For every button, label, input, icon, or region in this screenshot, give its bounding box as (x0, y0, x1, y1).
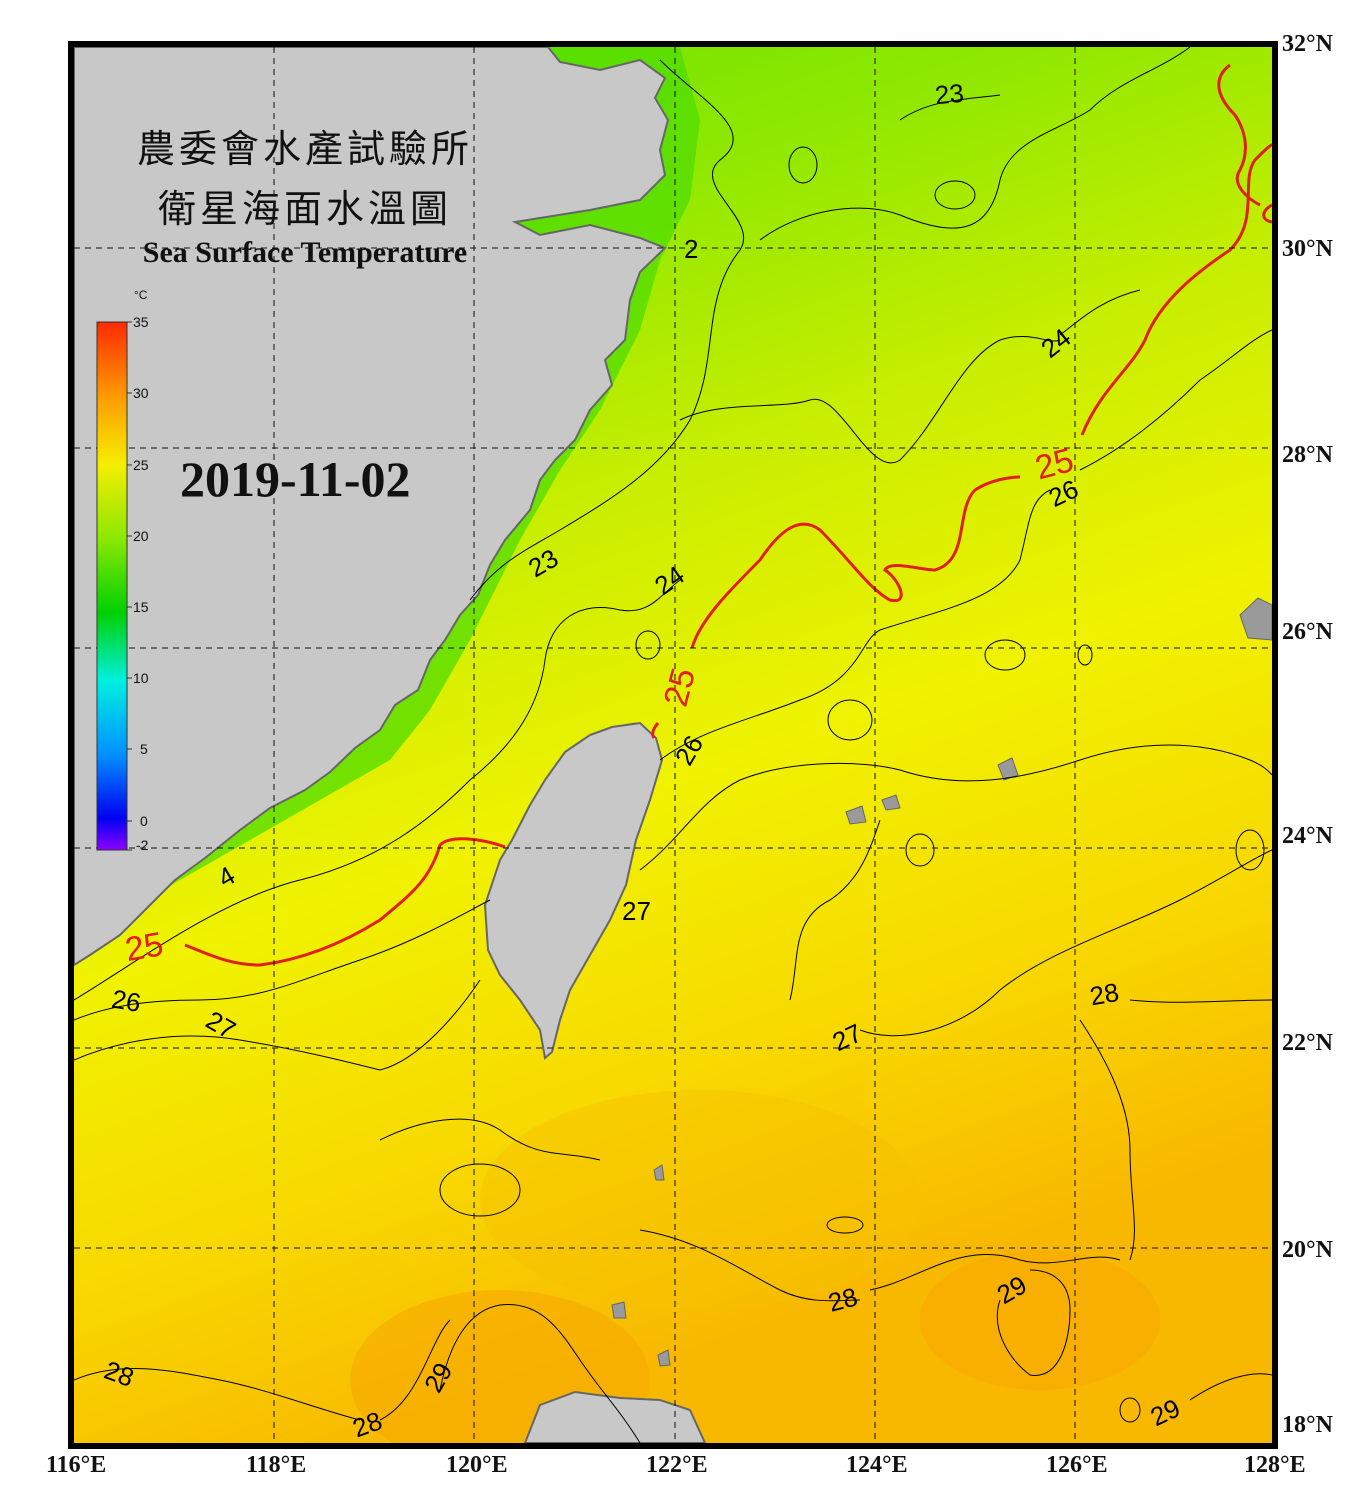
isotherm-23-line (759, 47, 1191, 241)
isotherm-loop (905, 833, 935, 867)
isotherm-loop (826, 1216, 864, 1234)
lat-label-18n: 18°N (1282, 1412, 1333, 1438)
map-date: 2019-11-02 (180, 451, 411, 507)
colorbar-tick-label: 10 (133, 670, 149, 686)
lon-label-122e: 122°E (646, 1452, 708, 1478)
china-mainland (74, 47, 670, 967)
isotherm-24-line (679, 336, 1061, 464)
isotherm-23-line (469, 59, 745, 601)
isotherm-loop (1077, 644, 1093, 666)
lon-label-120e: 120°E (446, 1452, 508, 1478)
lon-label-116e: 116°E (46, 1452, 107, 1478)
lat-label-26n: 26°N (1282, 619, 1333, 645)
colorbar-tick-label: -2 (136, 837, 149, 853)
contour-label: 28 (1087, 977, 1121, 1012)
map-frame (68, 41, 1278, 1449)
isotherm-loop (439, 1163, 521, 1217)
isotherm-loop (984, 639, 1026, 671)
ryukyu-island (1239, 597, 1272, 641)
taiwan-island (483, 721, 664, 1060)
contour-label: 27 (622, 896, 651, 926)
lon-label-118e: 118°E (246, 1452, 307, 1478)
colorbar-tick-label: 30 (133, 385, 149, 401)
isotherm-25-line (1262, 203, 1272, 224)
lat-label-22n: 22°N (1282, 1030, 1333, 1056)
isotherm-28-line (74, 1368, 361, 1421)
isotherm-28-line (379, 1319, 451, 1421)
colorbar-tick-label: 25 (133, 457, 149, 473)
colorbar-unit: °C (134, 288, 148, 302)
isotherm-29-line (1189, 1373, 1272, 1401)
title-en: Sea Surface Temperature (142, 236, 468, 269)
colorbar-tick-label: 0 (140, 813, 148, 829)
contour-label: 26 (109, 983, 143, 1018)
lon-label-128e: 128°E (1244, 1452, 1306, 1478)
title-zh-map: 衛星海面水溫圖 (157, 187, 452, 231)
isotherm-loop (934, 180, 976, 210)
isotherm-29-line (996, 1269, 1071, 1376)
islet (653, 1164, 665, 1181)
lat-label-30n: 30°N (1282, 236, 1333, 262)
lon-label-124e: 124°E (846, 1452, 908, 1478)
warm-patch (480, 1090, 920, 1310)
contour-label: 23 (934, 78, 965, 110)
isotherm-29-line (439, 1303, 641, 1443)
isotherm-loop (635, 630, 661, 660)
luzon-island (523, 1390, 707, 1443)
isotherm-26-line (74, 899, 491, 1021)
isotherm-24-line (1059, 289, 1141, 336)
contour-label: 25 (122, 925, 166, 969)
isotherm-28-line (869, 1254, 1121, 1291)
ryukyu-island (845, 805, 867, 825)
colorbar-tick-label: 15 (133, 599, 149, 615)
isotherm-25-line (690, 475, 1021, 649)
colorbar (96, 321, 128, 851)
isotherm-27-line (639, 744, 1272, 871)
isotherm-28-line (1129, 999, 1272, 1003)
lon-label-126e: 126°E (1046, 1452, 1108, 1478)
contour-label: 2 (684, 234, 698, 264)
isotherm-27-line (74, 979, 481, 1071)
isotherm-26-line (659, 489, 1051, 761)
islet (657, 1349, 671, 1367)
isotherm-28-line (1079, 1019, 1135, 1261)
isotherm-loop (827, 699, 873, 741)
isotherm-28-line (379, 1118, 601, 1161)
isotherm-loop (1119, 1397, 1141, 1423)
isotherm-23-line (899, 94, 1001, 121)
ryukyu-island (997, 757, 1019, 781)
isotherm-loop (1235, 829, 1265, 871)
isotherm-27-line (859, 849, 1272, 1037)
title-zh-agency: 農委會水產試驗所 (136, 127, 473, 171)
isotherm-24-line (74, 579, 681, 1001)
lat-label-24n: 24°N (1282, 823, 1333, 849)
isotherm-25-line (651, 722, 660, 739)
isotherm-26-line (1079, 329, 1272, 471)
lat-label-32n: 32°N (1282, 31, 1333, 57)
ryukyu-island (881, 794, 901, 811)
isotherm-25-line (1080, 143, 1272, 436)
colorbar-tick-label: 20 (133, 528, 149, 544)
isotherm-25-line (1217, 63, 1261, 207)
isotherm-28-line (639, 1229, 861, 1302)
isotherm-loop (788, 146, 818, 184)
lat-label-28n: 28°N (1282, 442, 1333, 468)
isotherm-25-line (184, 837, 506, 967)
isotherm-27-line (789, 819, 881, 1001)
islet (611, 1301, 627, 1319)
colorbar-tick-label: 5 (140, 741, 148, 757)
warm-patch (920, 1250, 1160, 1390)
lat-label-20n: 20°N (1282, 1237, 1333, 1263)
colorbar-tick-label: 35 (133, 314, 149, 330)
